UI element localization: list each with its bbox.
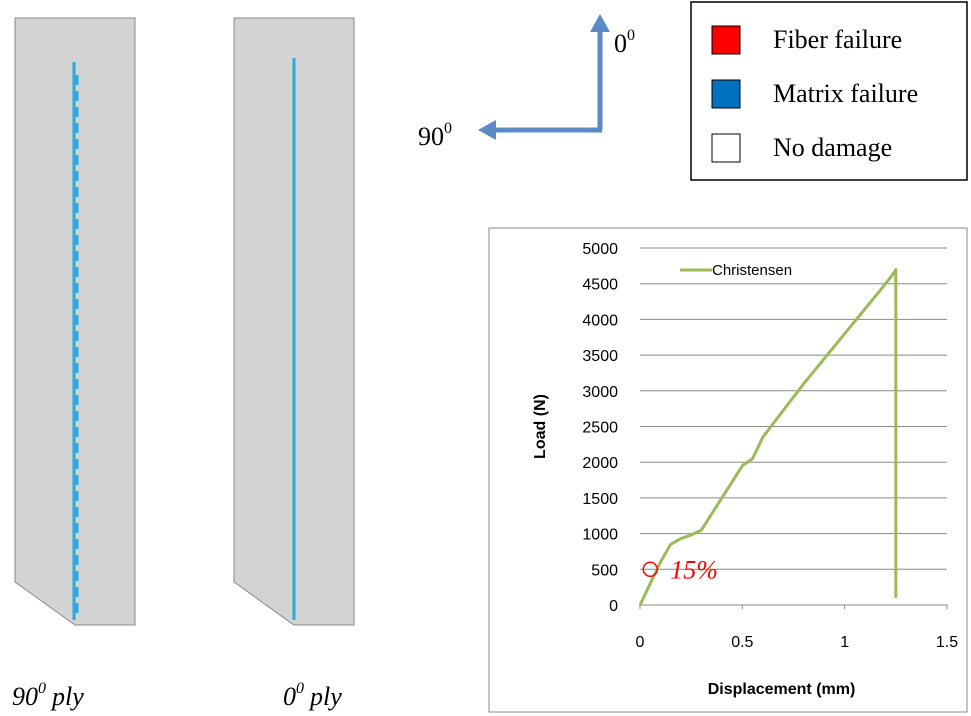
y-tick-label: 4500 [582,277,618,294]
x-tick-label: 1.5 [936,634,958,651]
annotation-label: 15% [670,555,718,584]
legend-swatch [712,134,740,162]
orientation-label: 00 [614,27,635,58]
y-tick-label: 0 [609,598,618,615]
y-axis-title: Load (N) [532,394,549,459]
y-tick-label: 2000 [582,455,618,472]
caption-sup: 0 [296,680,304,697]
orientation-label: 900 [418,120,452,151]
label-base: 0 [614,29,627,58]
caption-sup: 0 [38,680,46,697]
y-tick-label: 1000 [582,527,618,544]
label-sup: 0 [444,120,452,137]
legend-swatch [712,80,740,108]
x-axis-title: Displacement (mm) [708,681,856,698]
y-tick-label: 3500 [582,348,618,365]
x-tick-label: 0.5 [731,634,753,651]
y-tick-label: 2500 [582,420,618,437]
label-sup: 0 [627,27,635,44]
caption-rest: ply [308,682,342,711]
legend-label: Fiber failure [773,25,902,54]
ply-0 [234,18,354,625]
arrow-head [478,120,496,140]
label-base: 90 [418,122,444,151]
legend-label: Christensen [712,262,792,279]
legend-label: No damage [773,133,892,162]
caption-base: 0 [283,682,296,711]
y-tick-label: 3000 [582,384,618,401]
legend-swatch [712,26,740,54]
arrow-head [590,14,610,32]
x-tick-label: 1 [840,634,849,651]
legend-label: Matrix failure [773,79,918,108]
y-tick-label: 5000 [582,241,618,258]
y-tick-label: 500 [591,562,618,579]
caption-base: 90 [12,682,38,711]
y-tick-label: 4000 [582,312,618,329]
orientation-arrows [478,14,610,140]
caption-rest: ply [50,682,84,711]
x-tick-label: 0 [636,634,645,651]
ply-90 [15,18,135,625]
y-tick-label: 1500 [582,491,618,508]
figure: 900ply 00ply 00 900 Fiber failureMatrix … [0,0,971,716]
